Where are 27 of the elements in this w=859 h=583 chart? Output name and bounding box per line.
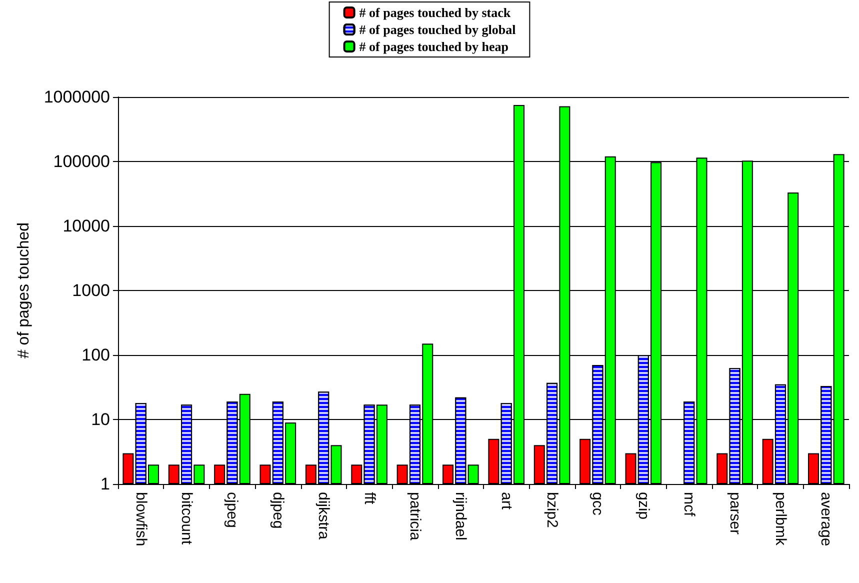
y-tick-label: 100000 [53,152,110,171]
x-tick-label: cjpeg [224,492,241,528]
x-tick-label: dijkstra [315,492,332,540]
x-tick-label: average [818,492,835,546]
x-tick-label: blowfish [132,492,150,546]
y-tick-label: 1 [100,474,110,494]
y-tick-label: 1000000 [44,88,110,106]
x-tick-label: gzip [634,492,652,520]
legend-label: # of pages touched by heap [359,39,508,54]
x-tick-label: fft [360,492,378,506]
legend-label: # of pages touched by global [359,22,516,37]
y-tick-label: 10000 [62,216,110,236]
legend-label: # of pages touched by stack [359,5,512,20]
x-tick-label: parser [726,492,744,535]
y-tick-label: 100 [82,346,110,364]
y-tick-label: 10 [91,410,110,429]
x-tick-label: bzip2 [544,492,561,528]
x-tick-label: patricia [406,492,424,542]
y-axis-title: # of pages touched [16,222,32,359]
x-tick-label: bitcount [178,492,196,546]
x-tick-label: art [498,492,515,510]
x-tick-label: djpeg [269,492,286,529]
x-tick-label: mcf [680,492,698,517]
x-tick-label: rijndael [452,492,470,540]
x-tick-label: perlbmk [772,492,789,546]
y-tick-label: 1000 [72,281,110,300]
x-tick-label: gcc [589,492,606,516]
